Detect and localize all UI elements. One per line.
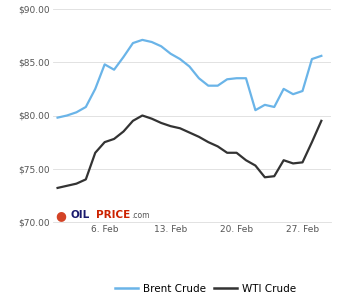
Text: ●: ● xyxy=(56,209,66,222)
Text: OIL: OIL xyxy=(71,210,90,220)
Text: PRICE: PRICE xyxy=(96,210,130,220)
Legend: Brent Crude, WTI Crude: Brent Crude, WTI Crude xyxy=(111,279,301,298)
Text: .com: .com xyxy=(131,211,149,220)
